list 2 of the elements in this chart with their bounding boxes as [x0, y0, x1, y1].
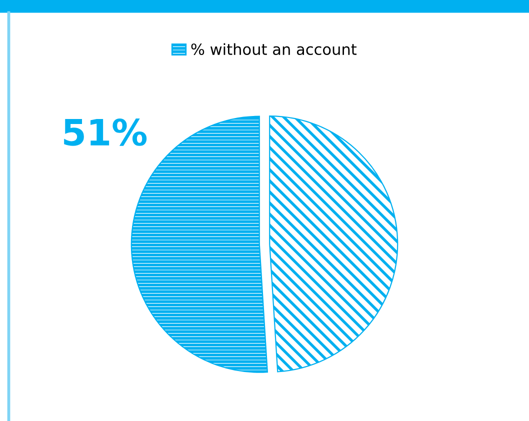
data-label: 51% [64, 118, 147, 146]
legend-label: % without an account [191, 43, 357, 56]
